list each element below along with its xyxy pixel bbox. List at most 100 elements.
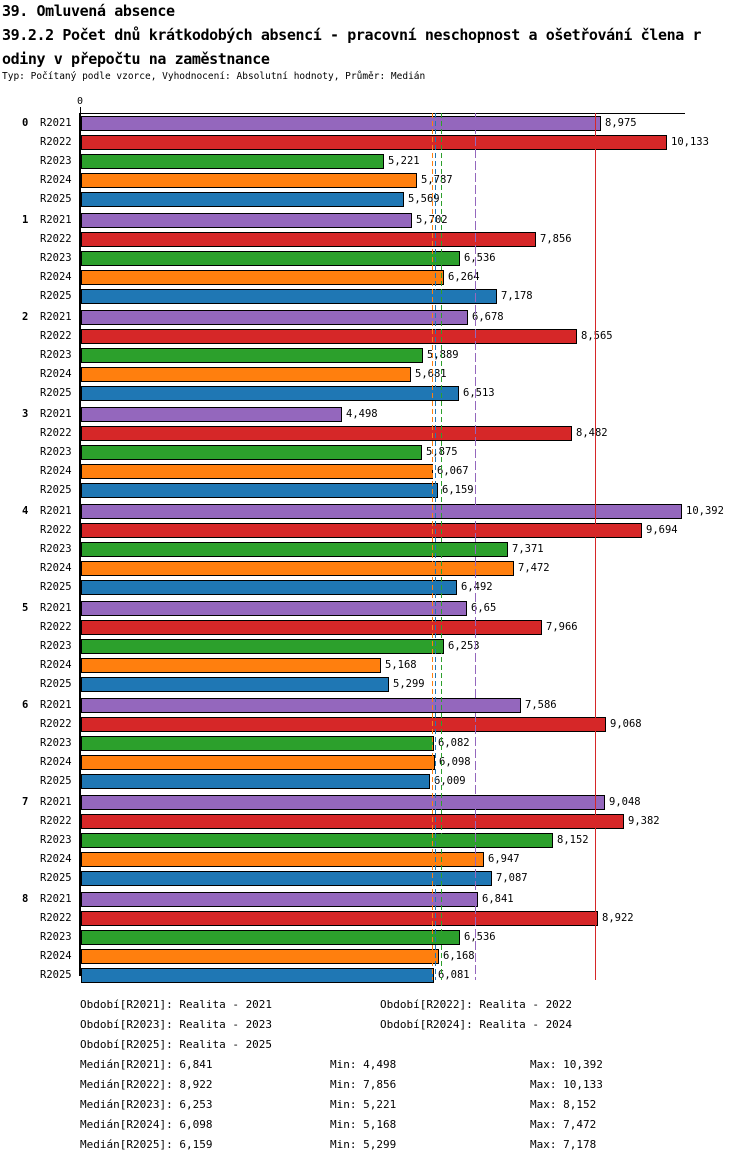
value-label: 6,168 — [443, 950, 475, 962]
category-label: 2 — [22, 311, 29, 323]
bar-row: R2022 9,694 — [0, 521, 750, 540]
series-label: R2022 — [40, 621, 72, 633]
median-line-r2025 — [435, 113, 436, 980]
bar — [81, 736, 434, 751]
value-label: 6,159 — [442, 484, 474, 496]
value-label: 7,586 — [525, 699, 557, 711]
median-line-r2022 — [595, 113, 596, 980]
stat-median-r2022: Medián[R2022]: 8,922 — [80, 1078, 213, 1091]
series-label: R2025 — [40, 387, 72, 399]
x-axis-line — [80, 113, 685, 114]
series-label: R2022 — [40, 427, 72, 439]
value-label: 6,65 — [471, 602, 497, 614]
bar-row: R2024 5,681 — [0, 365, 750, 384]
bar-group: 7 R2021 9,048 R2022 9,382 R2023 8,152 R2024 6,94… — [0, 793, 750, 888]
bar-row: R2022 8,565 — [0, 327, 750, 346]
series-label: R2023 — [40, 834, 72, 846]
bar-row: R2023 6,082 — [0, 734, 750, 753]
value-label: 6,947 — [488, 853, 520, 865]
series-label: R2023 — [40, 446, 72, 458]
bar-row: R2024 6,067 — [0, 462, 750, 481]
bar — [81, 407, 342, 422]
bar — [81, 949, 439, 964]
series-label: R2021 — [40, 796, 72, 808]
bar — [81, 852, 484, 867]
series-label: R2021 — [40, 505, 72, 517]
stat-min-r2023: Min: 5,221 — [330, 1098, 397, 1111]
plot-area: 0 R2021 8,975 R2022 10,133 R2023 5,221 R2024 5,7… — [0, 114, 750, 987]
bar-row: R2024 6,168 — [0, 947, 750, 966]
category-label: 1 — [22, 214, 29, 226]
series-label: R2024 — [40, 368, 72, 380]
category-label: 8 — [22, 893, 29, 905]
value-label: 8,975 — [605, 117, 637, 129]
value-label: 5,681 — [415, 368, 447, 380]
y-axis-line — [79, 113, 81, 976]
category-label: 6 — [22, 699, 29, 711]
bar-row: R2023 7,371 — [0, 540, 750, 559]
bar — [81, 658, 381, 673]
bar-row: R2024 5,168 — [0, 656, 750, 675]
value-label: 5,569 — [408, 193, 440, 205]
bar — [81, 601, 467, 616]
bar-row: R2025 5,299 — [0, 675, 750, 694]
bar — [81, 717, 606, 732]
value-label: 10,133 — [671, 136, 709, 148]
x-axis-origin-tick-label: 0 — [76, 96, 84, 107]
value-label: 7,856 — [540, 233, 572, 245]
stat-min-r2021: Min: 4,498 — [330, 1058, 397, 1071]
bar-group: 0 R2021 8,975 R2022 10,133 R2023 5,221 R2024 5,7… — [0, 114, 750, 209]
bar — [81, 620, 542, 635]
value-label: 6,081 — [438, 969, 470, 981]
value-label: 9,068 — [610, 718, 642, 730]
series-label: R2023 — [40, 931, 72, 943]
bar — [81, 329, 577, 344]
bar-row: R2022 9,068 — [0, 715, 750, 734]
bar — [81, 892, 478, 907]
legend-period-r2025: Období[R2025]: Realita - 2025 — [80, 1038, 273, 1051]
bar-group: 6 R2021 7,586 R2022 9,068 R2023 6,082 R2024 6,09… — [0, 696, 750, 791]
stat-median-r2025: Medián[R2025]: 6,159 — [80, 1138, 213, 1151]
legend-period-r2023: Období[R2023]: Realita - 2023 — [80, 1018, 273, 1031]
bar-row: R2024 7,472 — [0, 559, 750, 578]
bar — [81, 426, 572, 441]
bar — [81, 367, 411, 382]
bar — [81, 213, 412, 228]
series-label: R2021 — [40, 699, 72, 711]
series-label: R2025 — [40, 969, 72, 981]
value-label: 5,787 — [421, 174, 453, 186]
bar — [81, 774, 430, 789]
stat-max-r2024: Max: 7,472 — [530, 1118, 597, 1131]
stat-min-r2022: Min: 7,856 — [330, 1078, 397, 1091]
bar-row: R2025 6,492 — [0, 578, 750, 597]
series-label: R2024 — [40, 174, 72, 186]
series-label: R2022 — [40, 815, 72, 827]
series-label: R2024 — [40, 659, 72, 671]
value-label: 6,536 — [464, 252, 496, 264]
stat-max-r2021: Max: 10,392 — [530, 1058, 603, 1071]
bar-row: R2022 9,382 — [0, 812, 750, 831]
bar — [81, 930, 460, 945]
bar-row: R2023 6,253 — [0, 637, 750, 656]
bar-group: 5 R2021 6,65 R2022 7,966 R2023 6,253 R2024 5,168… — [0, 599, 750, 694]
bar-row: R2022 7,966 — [0, 618, 750, 637]
bar-row: R2023 8,152 — [0, 831, 750, 850]
bar-row: 3 R2021 4,498 — [0, 405, 750, 424]
bar — [81, 523, 642, 538]
bar-row: 7 R2021 9,048 — [0, 793, 750, 812]
series-label: R2023 — [40, 252, 72, 264]
bar-group: 1 R2021 5,702 R2022 7,856 R2023 6,536 R2024 6,26… — [0, 211, 750, 306]
series-label: R2025 — [40, 872, 72, 884]
bar — [81, 251, 460, 266]
value-label: 5,168 — [385, 659, 417, 671]
value-label: 6,009 — [434, 775, 466, 787]
bar — [81, 698, 521, 713]
series-label: R2024 — [40, 271, 72, 283]
value-label: 9,382 — [628, 815, 660, 827]
median-line-r2023 — [441, 113, 442, 980]
series-label: R2024 — [40, 853, 72, 865]
series-label: R2023 — [40, 737, 72, 749]
series-label: R2022 — [40, 912, 72, 924]
series-label: R2025 — [40, 775, 72, 787]
